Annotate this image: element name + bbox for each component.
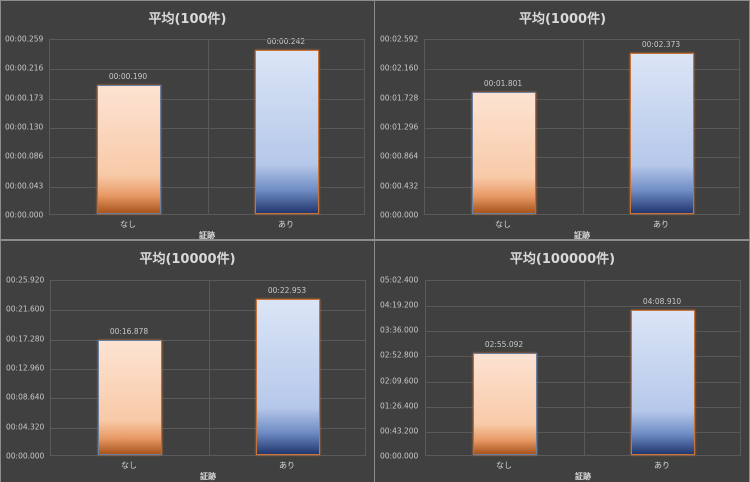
gridline xyxy=(425,98,739,100)
x-axis-category-label: あり xyxy=(279,461,295,470)
chart-panel: 平均(10000件) 00:25.920 00:21.600 00:17.280 00:… xyxy=(0,240,375,482)
y-axis-tick-label: 00:00.000 xyxy=(5,210,44,220)
bar-nashi[interactable] xyxy=(97,84,161,214)
vertical-gridline xyxy=(584,281,585,455)
y-axis-tick-label: 00:17.280 xyxy=(6,334,45,344)
x-axis-title: 証跡 xyxy=(200,472,216,481)
gridline xyxy=(426,406,740,408)
data-value-label: 02:55.092 xyxy=(484,340,524,350)
bar-ari[interactable] xyxy=(630,52,694,214)
chart-title: 平均(100件) xyxy=(148,12,227,27)
chart-title: 平均(10000件) xyxy=(139,252,236,267)
x-axis-category-label: なし xyxy=(495,220,511,229)
x-axis-title: 証跡 xyxy=(574,231,590,240)
panel-divider xyxy=(0,239,750,241)
bar-nashi[interactable] xyxy=(473,353,537,455)
y-axis-tick-label: 00:08.640 xyxy=(6,392,45,402)
y-axis-tick-label: 02:52.800 xyxy=(380,350,419,360)
y-axis-tick-label: 00:00.000 xyxy=(380,210,419,220)
gridline xyxy=(50,186,364,188)
gridline xyxy=(50,128,364,129)
data-value-label: 00:01.801 xyxy=(483,78,523,88)
gridline xyxy=(425,128,739,129)
plot-area xyxy=(49,39,365,215)
chart-title: 平均(100000件) xyxy=(509,252,616,267)
y-axis-tick-label: 00:01.296 xyxy=(380,122,419,132)
panel-divider xyxy=(374,0,375,482)
bar-ari[interactable] xyxy=(631,310,695,455)
gridline xyxy=(50,69,364,71)
x-axis-category-label: なし xyxy=(496,461,512,470)
y-axis-tick-label: 00:43.200 xyxy=(380,426,419,436)
chart-panel: 平均(1000件) 00:02.592 00:02.160 00:01.728 00:0… xyxy=(375,0,750,240)
y-axis-tick-label: 00:02.160 xyxy=(380,63,419,73)
y-axis-tick-label: 00:00.864 xyxy=(380,151,419,161)
y-axis-tick-label: 00:02.592 xyxy=(380,34,419,44)
gridline xyxy=(426,306,740,308)
gridline xyxy=(50,157,364,159)
y-axis-tick-label: 04:19.200 xyxy=(380,300,419,310)
y-axis-tick-label: 00:00.432 xyxy=(380,181,419,191)
data-value-label: 00:16.878 xyxy=(109,327,149,337)
y-axis-tick-label: 00:21.600 xyxy=(6,304,45,314)
y-axis-tick-label: 00:00.043 xyxy=(5,181,44,191)
vertical-gridline xyxy=(208,40,209,214)
y-axis-tick-label: 00:25.920 xyxy=(6,275,45,285)
bar-ari[interactable] xyxy=(255,49,319,214)
x-axis-title: 証跡 xyxy=(575,472,591,481)
y-axis-tick-label: 00:00.259 xyxy=(5,34,44,44)
x-axis-category-label: なし xyxy=(120,220,136,229)
bar-nashi[interactable] xyxy=(98,340,162,455)
gridline xyxy=(51,369,365,370)
x-axis-category-label: あり xyxy=(653,220,669,229)
vertical-gridline xyxy=(583,40,584,214)
plot-area xyxy=(50,280,366,456)
vertical-gridline xyxy=(209,281,210,455)
gridline xyxy=(51,339,365,341)
panel-divider xyxy=(0,0,1,482)
y-axis-tick-label: 00:00.000 xyxy=(6,451,45,461)
y-axis-tick-label: 05:02.400 xyxy=(380,275,419,285)
plot-area xyxy=(425,280,741,456)
y-axis-tick-label: 02:09.600 xyxy=(380,376,419,386)
gridline xyxy=(426,331,740,333)
bar-ari[interactable] xyxy=(256,299,320,455)
gridline xyxy=(51,310,365,312)
chart-title: 平均(1000件) xyxy=(518,12,607,27)
gridline xyxy=(426,431,740,433)
y-axis-tick-label: 00:00.086 xyxy=(5,151,44,161)
chart-panel: 平均(100000件) 05:02.400 04:19.200 03:36.000 02… xyxy=(375,240,750,482)
x-axis-category-label: あり xyxy=(278,220,294,229)
gridline xyxy=(426,381,740,383)
x-axis-category-label: あり xyxy=(654,461,670,470)
gridline xyxy=(425,157,739,159)
y-axis-tick-label: 00:00.130 xyxy=(5,122,44,132)
plot-area xyxy=(424,39,740,215)
gridline xyxy=(425,186,739,188)
y-axis-tick-label: 00:04.320 xyxy=(6,422,45,432)
data-value-label: 00:00.190 xyxy=(108,71,148,81)
y-axis-tick-label: 03:36.000 xyxy=(380,325,419,335)
gridline xyxy=(425,69,739,71)
y-axis-tick-label: 00:00.173 xyxy=(5,93,44,103)
data-value-label: 04:08.910 xyxy=(642,297,682,307)
panel-divider xyxy=(0,0,750,1)
data-value-label: 00:02.373 xyxy=(641,39,681,49)
y-axis-tick-label: 00:12.960 xyxy=(6,363,45,373)
x-axis-category-label: なし xyxy=(121,461,137,470)
y-axis-tick-label: 00:01.728 xyxy=(380,93,419,103)
bar-nashi[interactable] xyxy=(472,91,536,214)
y-axis-tick-label: 01:26.400 xyxy=(380,401,419,411)
data-value-label: 00:22.953 xyxy=(267,286,307,296)
y-axis-tick-label: 00:00.000 xyxy=(380,451,419,461)
data-value-label: 00:00.242 xyxy=(266,36,306,46)
chart-panel: 平均(100件) 00:00.259 00:00.216 00:00.173 00:00… xyxy=(0,0,375,240)
gridline xyxy=(51,427,365,429)
x-axis-title: 証跡 xyxy=(199,231,215,240)
gridline xyxy=(50,98,364,100)
y-axis-tick-label: 00:00.216 xyxy=(5,63,44,73)
gridline xyxy=(426,356,740,358)
gridline xyxy=(51,398,365,400)
